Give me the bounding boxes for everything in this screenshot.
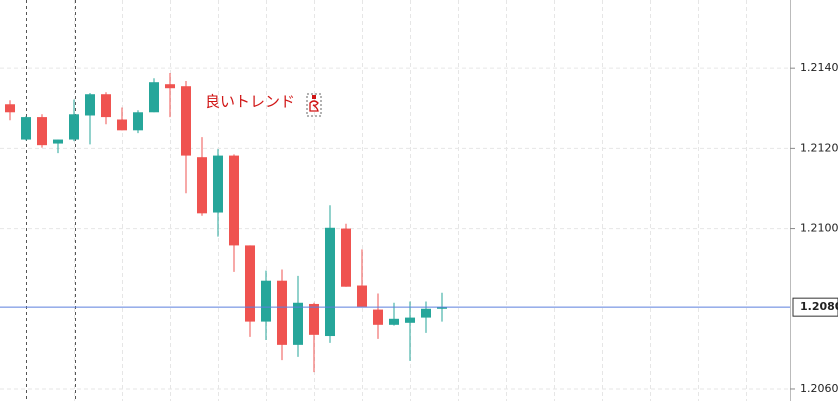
candle-body bbox=[5, 104, 15, 113]
candle-body bbox=[69, 114, 79, 140]
candle-body bbox=[37, 117, 47, 146]
candle-body bbox=[245, 245, 255, 322]
candle-body bbox=[373, 309, 383, 325]
candle-body bbox=[261, 280, 271, 322]
current-price-label: 1.20804 bbox=[800, 300, 838, 313]
candle-body bbox=[85, 94, 95, 116]
candle-body bbox=[149, 82, 159, 113]
y-tick-label: 1.21400 bbox=[800, 61, 838, 74]
candle-body bbox=[165, 84, 175, 89]
y-tick-label: 1.21200 bbox=[800, 141, 838, 154]
candle-body bbox=[277, 280, 287, 345]
y-tick-label: 1.20600 bbox=[800, 382, 838, 395]
candle-body bbox=[437, 307, 447, 309]
candle-body bbox=[197, 157, 207, 214]
candle-body bbox=[389, 318, 399, 325]
annotation: 良いトレンド bbox=[205, 93, 295, 111]
candle-body bbox=[117, 119, 127, 131]
annotation-icon bbox=[306, 93, 322, 117]
candle-body bbox=[101, 94, 111, 118]
candle-body bbox=[405, 317, 415, 323]
current-price-box bbox=[792, 297, 838, 317]
candle-body bbox=[213, 155, 223, 213]
candle-body bbox=[357, 285, 367, 307]
candle-body bbox=[325, 227, 335, 337]
candle-body bbox=[21, 117, 31, 140]
y-tick-label: 1.21000 bbox=[800, 222, 838, 235]
candle-body bbox=[341, 228, 351, 287]
candle-body bbox=[229, 155, 239, 246]
candle-body bbox=[309, 303, 319, 335]
candle-body bbox=[293, 302, 303, 345]
candle-body bbox=[133, 112, 143, 131]
candle-body bbox=[421, 308, 431, 318]
candle-body bbox=[181, 86, 191, 156]
candle-body bbox=[53, 139, 63, 144]
